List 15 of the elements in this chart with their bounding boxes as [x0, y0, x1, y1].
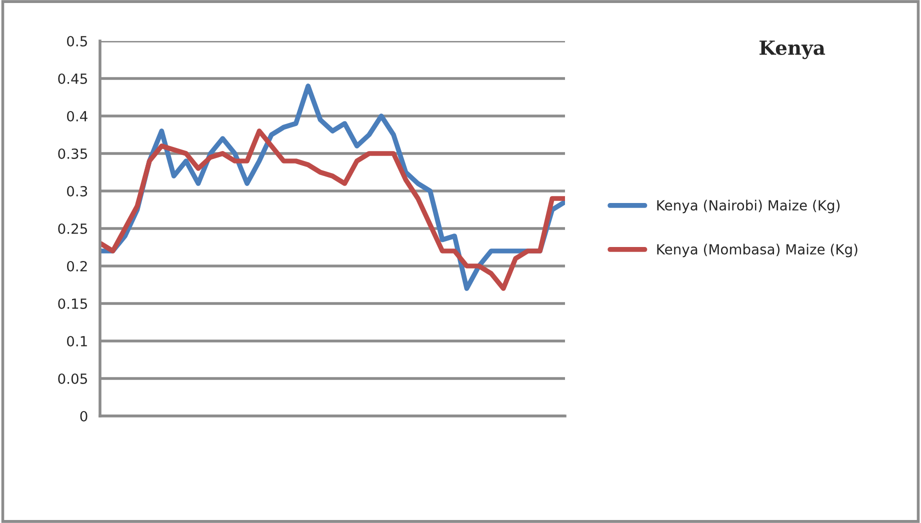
- text: Kenya: [760, 40, 826, 60]
- line-series: [100, 128, 565, 291]
- y-tick-label: 0: [80, 410, 88, 422]
- y-tick-label: 0.05: [58, 373, 87, 384]
- y-tick-label: 0.5: [67, 36, 87, 46]
- legend-label: Kenya (Nairobi) Maize (Kg): [657, 200, 840, 214]
- y-tick-label: 0.25: [58, 223, 87, 234]
- y-tick-label: 0.1: [67, 336, 87, 346]
- y-tick-label: 0.3: [67, 186, 88, 196]
- y-tick-label: 0.35: [58, 148, 87, 159]
- y-tick-label: 0.2: [67, 260, 87, 272]
- y-tick-label: 0.15: [58, 298, 87, 309]
- y-tick-label: 0.4: [67, 110, 88, 122]
- y-tick-label: 0.45: [58, 73, 87, 84]
- legend-label: Kenya (Mombasa) Maize (Kg): [657, 244, 858, 258]
